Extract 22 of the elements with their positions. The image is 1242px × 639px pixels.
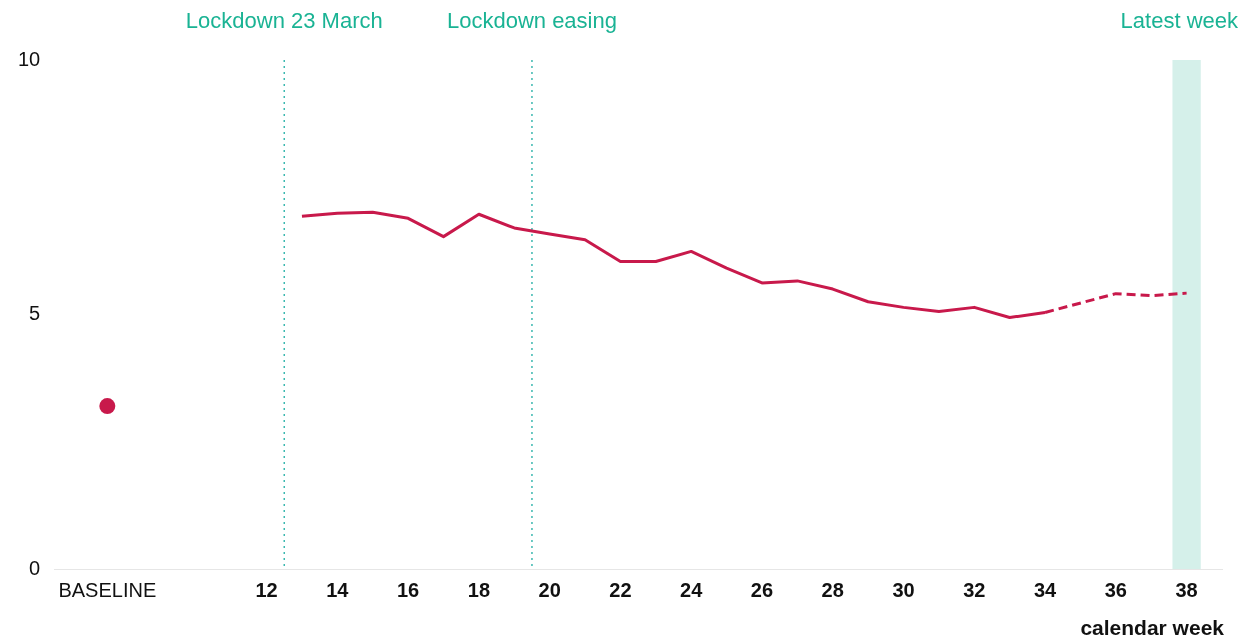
x-tick-label: 16: [396, 578, 420, 601]
x-tick-label: 30: [892, 578, 915, 601]
y-tick-label: 10: [18, 47, 41, 70]
ref-line-label: Lockdown 23 March: [185, 8, 383, 33]
x-tick-label: 18: [467, 578, 491, 601]
y-tick-label: 5: [29, 302, 41, 325]
x-tick-label: 22: [609, 578, 632, 601]
x-axis-title: calendar week: [1080, 616, 1225, 639]
x-tick-label: 32: [963, 578, 986, 601]
y-tick-label: 0: [29, 556, 41, 579]
x-tick-label: 26: [750, 578, 774, 601]
x-tick-label: 24: [680, 578, 704, 601]
x-tick-label: 12: [255, 578, 278, 601]
x-tick-label: BASELINE: [58, 578, 157, 601]
x-tick-label: 34: [1033, 578, 1058, 601]
x-tick-label: 36: [1104, 578, 1127, 601]
x-tick-label: 20: [538, 578, 561, 601]
band-label: Latest week: [1120, 8, 1239, 33]
x-tick-label: 28: [821, 578, 844, 601]
x-tick-label: 38: [1175, 578, 1198, 601]
x-tick-label: 14: [326, 578, 350, 601]
ref-line-label: Lockdown easing: [446, 8, 617, 33]
